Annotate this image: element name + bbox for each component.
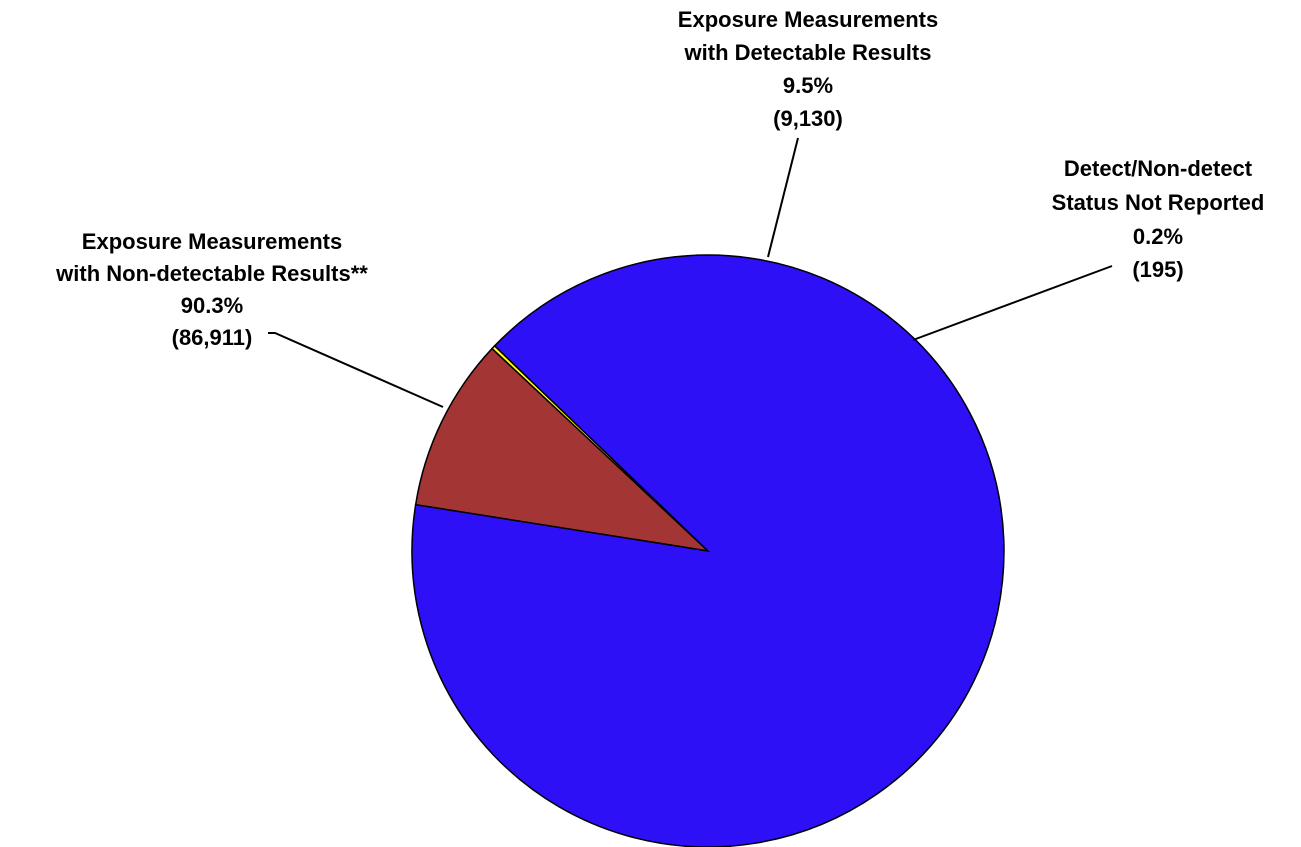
pie-slices: [411, 254, 1005, 847]
label-non-detectable-count: (86,911): [172, 325, 253, 350]
label-not-reported: Detect/Non-detect Status Not Reported 0.…: [1052, 156, 1265, 282]
label-detectable: Exposure Measurements with Detectable Re…: [678, 7, 938, 131]
leader-line-detectable: [767, 137, 799, 258]
label-not-reported-line-1: Detect/Non-detect: [1064, 156, 1253, 181]
label-non-detectable: Exposure Measurements with Non-detectabl…: [55, 229, 368, 350]
label-not-reported-line-2: Status Not Reported: [1052, 190, 1265, 215]
leader-line-non-detectable: [268, 332, 444, 408]
pie-slice-non-detectable: [411, 254, 1005, 847]
leader-lines: [268, 137, 1113, 408]
label-detectable-line-2: with Detectable Results: [684, 40, 932, 65]
leader-line-not-reported: [912, 265, 1113, 341]
label-non-detectable-line-2: with Non-detectable Results**: [55, 261, 368, 286]
pie-slice-detectable: [414, 347, 711, 553]
label-non-detectable-percent: 90.3%: [181, 293, 243, 318]
label-not-reported-percent: 0.2%: [1133, 224, 1183, 249]
label-detectable-percent: 9.5%: [783, 73, 833, 98]
label-detectable-line-1: Exposure Measurements: [678, 7, 938, 32]
label-not-reported-count: (195): [1132, 257, 1183, 282]
label-detectable-count: (9,130): [773, 106, 843, 131]
label-non-detectable-line-1: Exposure Measurements: [82, 229, 342, 254]
